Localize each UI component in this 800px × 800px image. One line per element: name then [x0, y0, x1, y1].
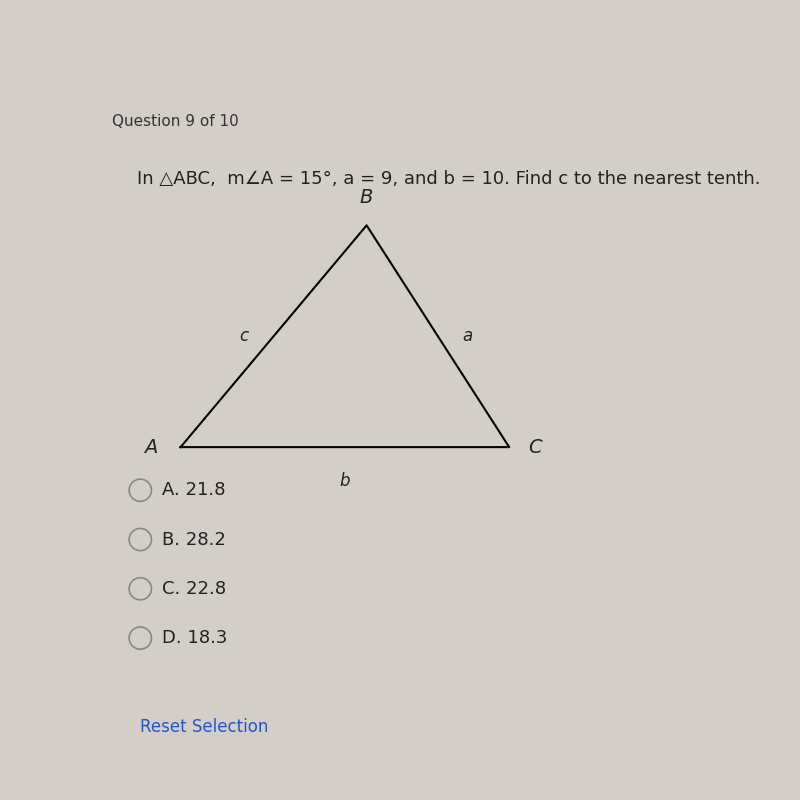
Text: B. 28.2: B. 28.2	[162, 530, 226, 549]
Text: In △ABC,  m∠A = 15°, a = 9, and b = 10. Find c to the nearest tenth.: In △ABC, m∠A = 15°, a = 9, and b = 10. F…	[138, 170, 761, 188]
Text: c: c	[240, 327, 249, 346]
Text: C: C	[528, 438, 542, 457]
Text: b: b	[340, 472, 350, 490]
Text: Question 9 of 10: Question 9 of 10	[112, 114, 239, 130]
Text: C. 22.8: C. 22.8	[162, 580, 226, 598]
Text: A. 21.8: A. 21.8	[162, 482, 226, 499]
Text: D. 18.3: D. 18.3	[162, 629, 227, 647]
Text: B: B	[360, 188, 374, 207]
Text: A: A	[144, 438, 158, 457]
Text: a: a	[462, 327, 473, 346]
Text: Reset Selection: Reset Selection	[140, 718, 269, 736]
